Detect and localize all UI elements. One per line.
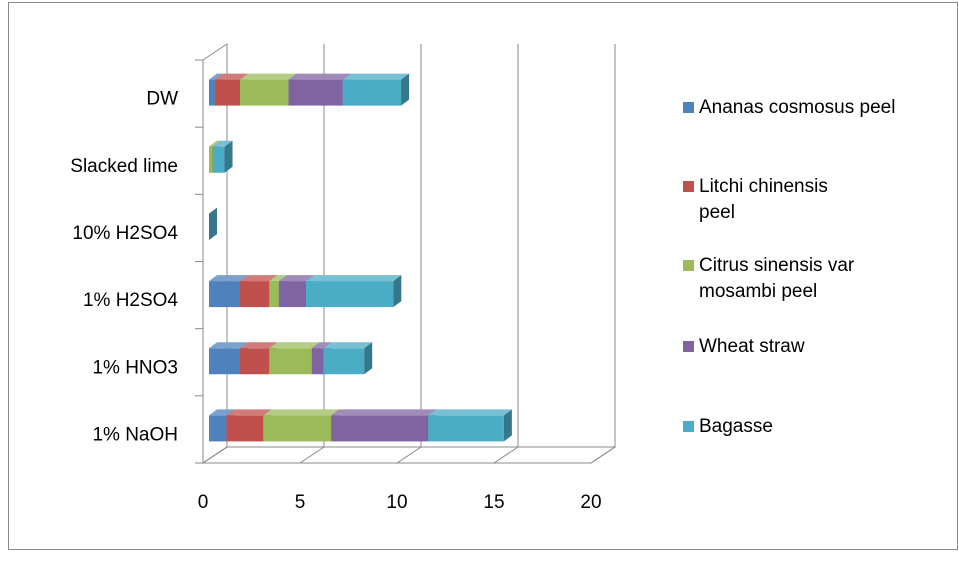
bar-front: [212, 146, 225, 173]
chart-border: [8, 2, 958, 550]
bar-front: [263, 415, 332, 442]
y-tick-label: 1% NaOH: [92, 424, 178, 445]
bar-front: [214, 79, 241, 106]
bar-segment: [323, 342, 373, 375]
bar-side: [209, 207, 217, 240]
bar-top: [209, 409, 235, 416]
bar-front: [209, 415, 227, 442]
bar-front: [209, 79, 215, 106]
grid-line: [396, 44, 422, 464]
bar-top: [323, 342, 373, 349]
grid-line: [202, 44, 228, 464]
y-tick-label: 1% H2SO4: [83, 290, 178, 311]
y-tick-label: 1% HNO3: [92, 357, 178, 378]
legend-label: Ananas cosmosus peel: [699, 97, 895, 118]
bar-segment: [209, 207, 217, 240]
bar-front: [240, 79, 289, 106]
bar-top: [240, 275, 278, 282]
bar-side: [393, 275, 402, 308]
bar-top: [263, 409, 340, 416]
bar-side: [364, 342, 373, 375]
bar-top: [209, 275, 249, 282]
y-tick-label: DW: [146, 89, 178, 110]
bar-side: [401, 73, 410, 106]
bar-side: [224, 140, 233, 173]
bar-top: [209, 342, 249, 349]
bar-front: [240, 281, 270, 308]
x-tick-label: 20: [580, 492, 601, 513]
bar-top: [342, 73, 410, 80]
bar-segment: [428, 409, 512, 442]
x-tick-label: 0: [198, 492, 209, 513]
legend-swatch: [683, 260, 694, 271]
bar-front: [209, 146, 213, 173]
bar-front: [226, 415, 264, 442]
bar-front: [306, 281, 394, 308]
bar-top: [278, 275, 314, 282]
bar-top: [269, 275, 287, 282]
bar-top: [311, 342, 332, 349]
bar-top: [209, 140, 221, 147]
legend-label-line: mosambi peel: [699, 281, 817, 302]
bar-top: [214, 73, 249, 80]
bar-front: [269, 281, 279, 308]
bar-front: [269, 348, 312, 375]
bar-top: [240, 73, 297, 80]
legend-label: Litchi chinensis peel: [699, 176, 828, 223]
legend-label: Citrus sinensis var mosambi peel: [699, 255, 855, 302]
bar-front: [278, 281, 306, 308]
grid-line: [493, 44, 519, 464]
bar-top: [428, 409, 512, 416]
bar-top: [288, 73, 351, 80]
bar-front: [240, 348, 270, 375]
legend-label-line: Litchi chinensis: [699, 176, 828, 197]
bar-front: [331, 415, 429, 442]
bar-top: [212, 140, 233, 147]
legend-label-line: Citrus sinensis var: [699, 255, 855, 276]
legend-label-line: peel: [699, 202, 735, 223]
bar-top: [331, 409, 437, 416]
bar-segment: [212, 140, 233, 173]
y-tick-label: Slacked lime: [70, 156, 178, 177]
legend-label: Bagasse: [699, 416, 773, 437]
bar-top: [269, 342, 320, 349]
bar-top: [240, 342, 278, 349]
bar-segment: [342, 73, 410, 106]
grid-line: [590, 44, 616, 464]
bar-top: [306, 275, 402, 282]
bar-front: [311, 348, 324, 375]
legend-swatch: [683, 421, 694, 432]
bar-segment: [306, 275, 402, 308]
bar-front: [288, 79, 343, 106]
legend-swatch: [683, 341, 694, 352]
bar-top: [209, 73, 223, 80]
bar-segment: [331, 409, 437, 442]
legend-swatch: [683, 181, 694, 192]
bar-front: [209, 348, 241, 375]
grid-line: [299, 44, 325, 464]
x-tick-label: 10: [386, 492, 407, 513]
legend-swatch: [683, 102, 694, 113]
bar-top: [226, 409, 272, 416]
y-tick-label: 10% H2SO4: [72, 223, 178, 244]
x-tick-label: 15: [483, 492, 504, 513]
bar-segment: [263, 409, 340, 442]
x-tick-label: 5: [295, 492, 306, 513]
bar-front: [428, 415, 504, 442]
bar-front: [323, 348, 365, 375]
bar-side: [503, 409, 512, 442]
bar-front: [209, 281, 241, 308]
bar-front: [342, 79, 402, 106]
bar-segment: [240, 73, 297, 106]
legend-label: Wheat straw: [699, 336, 805, 357]
bar-segment: [288, 73, 351, 106]
